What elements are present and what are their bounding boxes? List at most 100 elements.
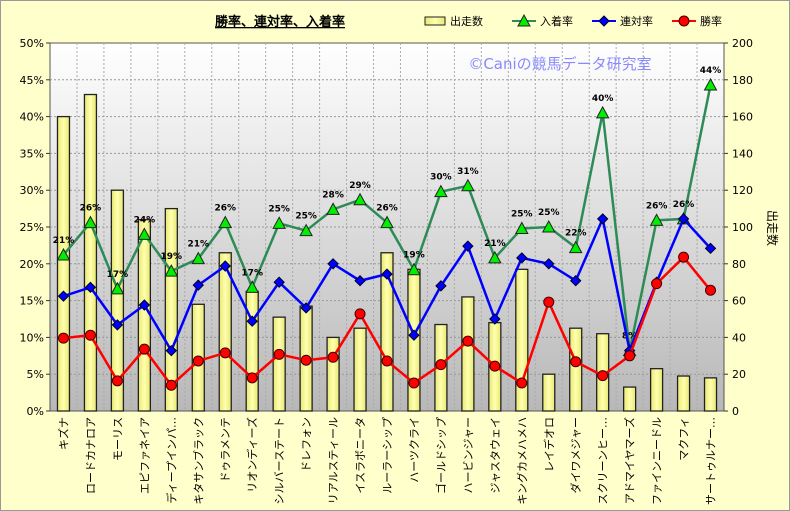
data-label: 29% bbox=[349, 181, 371, 191]
legend-marker bbox=[517, 13, 531, 27]
data-point bbox=[678, 251, 690, 263]
data-point bbox=[165, 344, 178, 357]
data-label: 17% bbox=[107, 270, 129, 280]
y-left-tick-label: 5% bbox=[27, 368, 44, 381]
data-label: 25% bbox=[268, 204, 290, 214]
data-point bbox=[651, 278, 663, 290]
data-point bbox=[353, 192, 367, 206]
bar-モーリス bbox=[110, 189, 125, 412]
data-label: 21% bbox=[484, 239, 506, 249]
bar-ロードカナロア bbox=[83, 93, 98, 412]
data-label: 28% bbox=[322, 190, 344, 200]
data-point bbox=[57, 332, 69, 344]
data-point bbox=[83, 215, 98, 229]
data-point bbox=[191, 251, 206, 265]
data-point bbox=[246, 315, 258, 327]
data-point bbox=[300, 354, 312, 366]
bar-エピファネイア bbox=[137, 218, 152, 412]
x-tick-label: サートゥルナー… bbox=[705, 417, 718, 505]
data-point bbox=[300, 302, 312, 314]
data-point bbox=[516, 252, 528, 264]
x-tick-label: イスラボニータ bbox=[354, 417, 367, 494]
data-point bbox=[110, 281, 125, 295]
data-point bbox=[596, 213, 609, 225]
legend-marker bbox=[598, 15, 610, 27]
y-right-tick-label: 120 bbox=[732, 184, 753, 197]
data-point bbox=[435, 280, 447, 292]
x-tick-label: レイデオロ bbox=[542, 417, 556, 472]
x-tick-label: キングカメハメハ bbox=[515, 417, 529, 505]
y-right-tick-label: 140 bbox=[732, 147, 753, 160]
data-point bbox=[218, 215, 233, 229]
x-tick-label: ドゥラメンテ bbox=[219, 417, 232, 483]
x-tick-label: ファインニードル bbox=[651, 417, 664, 505]
data-label: 26% bbox=[376, 204, 398, 214]
y-right-tick-label: 20 bbox=[732, 368, 746, 381]
data-label: 8% bbox=[622, 332, 637, 342]
data-point bbox=[138, 343, 150, 355]
x-tick-label: ジャスタウェイ bbox=[489, 417, 502, 493]
chart-title: 勝率、連対率、入着率 bbox=[215, 14, 345, 30]
data-label: 22% bbox=[565, 229, 587, 239]
data-point bbox=[489, 313, 501, 325]
data-point bbox=[595, 105, 610, 119]
data-point bbox=[245, 280, 260, 293]
x-tick-label: ゴールドシップ bbox=[434, 417, 448, 494]
bar-サートゥルナー… bbox=[703, 377, 718, 412]
y-left-tick-label: 50% bbox=[20, 37, 44, 50]
data-point bbox=[192, 355, 204, 367]
data-point bbox=[219, 260, 231, 272]
legend-label: 出走数 bbox=[450, 14, 483, 28]
data-point bbox=[570, 275, 582, 287]
bar-ダイワメジャー bbox=[569, 327, 583, 412]
data-label: 30% bbox=[430, 173, 452, 183]
data-point bbox=[165, 379, 177, 391]
data-point bbox=[57, 290, 70, 302]
data-point bbox=[219, 347, 231, 359]
bar-ディープインパ… bbox=[164, 207, 178, 412]
data-label: 25% bbox=[538, 208, 560, 218]
data-label: 40% bbox=[592, 94, 614, 104]
data-point bbox=[327, 258, 339, 270]
y-right-tick-label: 100 bbox=[732, 221, 753, 234]
data-point bbox=[84, 329, 96, 341]
legend-label: 勝率 bbox=[700, 14, 722, 28]
watermark: ©Caniの競馬データ研究室 bbox=[468, 55, 651, 73]
data-point bbox=[408, 329, 420, 341]
data-point bbox=[407, 262, 421, 276]
y-right-tick-label: 80 bbox=[732, 258, 746, 271]
bar-キングカメハメハ bbox=[515, 268, 529, 412]
data-point bbox=[461, 178, 475, 192]
data-point bbox=[462, 335, 474, 347]
x-tick-label: キタサンブラック bbox=[191, 417, 205, 505]
data-point bbox=[273, 348, 285, 360]
data-point bbox=[597, 370, 609, 382]
data-point bbox=[380, 215, 394, 229]
y-left-tick-label: 20% bbox=[20, 258, 44, 271]
bar-シルバーステート bbox=[272, 316, 286, 412]
y-left-tick-label: 25% bbox=[20, 221, 44, 234]
data-point bbox=[704, 242, 717, 255]
data-point bbox=[111, 375, 123, 387]
x-tick-label: マクフィ bbox=[678, 417, 691, 461]
data-label: 19% bbox=[403, 251, 425, 261]
y-right-tick-label: 160 bbox=[732, 111, 753, 124]
legend-bar-swatch bbox=[424, 16, 446, 26]
data-point bbox=[514, 221, 529, 234]
data-label: 21% bbox=[188, 240, 210, 250]
data-point bbox=[246, 372, 258, 384]
data-point bbox=[84, 281, 97, 294]
data-point bbox=[354, 275, 366, 287]
y-left-tick-label: 0% bbox=[27, 405, 44, 418]
data-point bbox=[381, 355, 393, 367]
bar-レイデオロ bbox=[542, 373, 556, 412]
data-point bbox=[543, 296, 555, 308]
data-point bbox=[462, 240, 474, 252]
x-tick-label: ルーラーシップ bbox=[381, 417, 394, 494]
data-label: 25% bbox=[295, 212, 317, 222]
data-point bbox=[138, 299, 151, 311]
y-left-tick-label: 30% bbox=[20, 184, 44, 197]
data-point bbox=[570, 356, 582, 368]
data-point bbox=[435, 359, 447, 371]
